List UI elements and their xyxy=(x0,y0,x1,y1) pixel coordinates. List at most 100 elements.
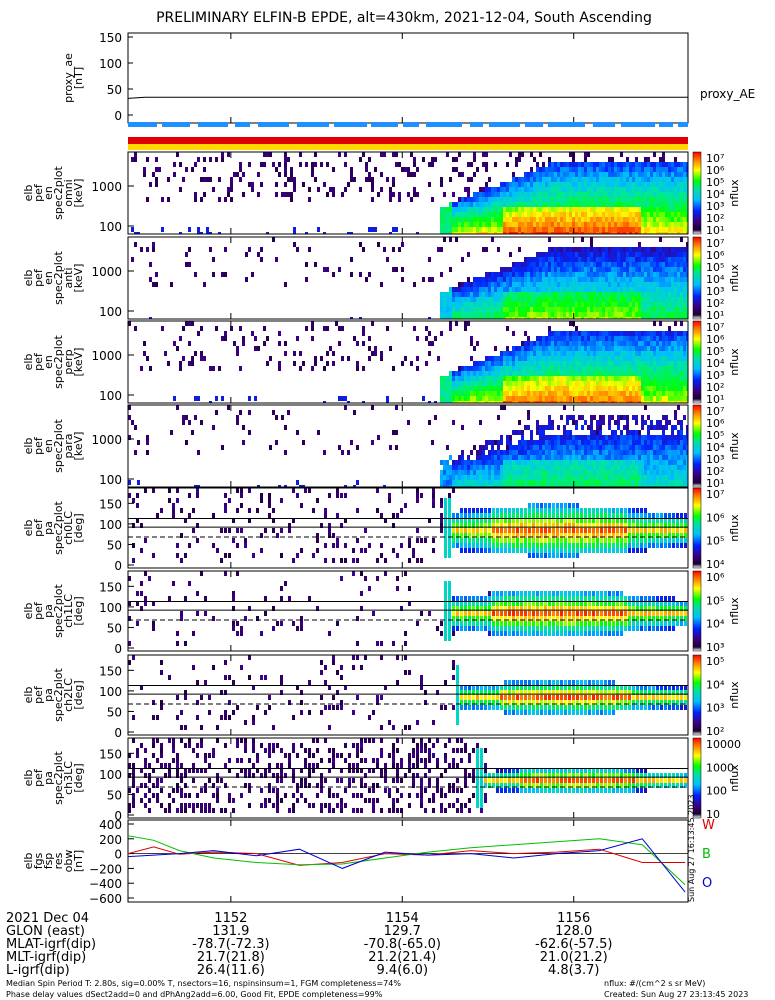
spectrogram-cell xyxy=(599,167,602,172)
spectrogram-cell xyxy=(476,371,479,376)
spectrogram-cell xyxy=(584,341,587,346)
spectrogram-cell xyxy=(554,232,557,234)
spectrogram-cell xyxy=(647,182,650,187)
spectrogram-cell xyxy=(482,470,485,475)
spectrogram-cell xyxy=(341,396,344,401)
spectrogram-cell xyxy=(449,376,452,381)
spectrogram-cell xyxy=(560,470,563,475)
spectrogram-cell xyxy=(500,361,503,366)
spectrogram-cell xyxy=(683,351,686,356)
spectrogram-cell xyxy=(539,401,542,403)
spectrogram-cell xyxy=(590,470,593,475)
spectrogram-cell xyxy=(392,227,395,232)
spectrogram-cell xyxy=(653,396,656,401)
spectrogram-cell xyxy=(638,450,641,455)
spectrogram-cell xyxy=(656,455,659,460)
spectrogram-cell xyxy=(656,162,659,167)
spectrogram-cell xyxy=(572,455,575,460)
spectrogram-cell xyxy=(494,386,497,391)
spectrogram-cell xyxy=(575,371,578,376)
spectrogram-cell xyxy=(518,386,521,391)
spectrogram-cell xyxy=(611,475,614,480)
spectrogram-cell xyxy=(590,420,593,425)
spectrogram-cell xyxy=(551,252,554,257)
spectrogram-cell xyxy=(449,470,452,475)
spectrogram-cell xyxy=(350,177,353,182)
spectrogram-cell xyxy=(491,401,494,403)
spectrogram-cell xyxy=(446,152,449,157)
spectrogram-cell xyxy=(452,312,455,317)
spectrogram-cell xyxy=(566,187,569,192)
spectrogram-cell xyxy=(602,272,605,277)
spectrogram-cell xyxy=(491,192,494,197)
spectrogram-cell xyxy=(566,172,569,177)
spectrogram-cell xyxy=(572,336,575,341)
spectrogram-cell xyxy=(626,361,629,366)
spectrogram-cell xyxy=(647,297,650,302)
spectrogram-cell xyxy=(485,485,488,487)
spectrogram-cell xyxy=(617,167,620,172)
spectrogram-cell xyxy=(518,217,521,222)
spectrogram-cell xyxy=(512,376,515,381)
spectrogram-cell xyxy=(485,222,488,227)
spectrogram-cell xyxy=(650,212,653,217)
spectrogram-cell xyxy=(464,217,467,222)
spectrogram-cell xyxy=(587,252,590,257)
spectrogram-cell xyxy=(449,217,452,222)
spectrogram-cell xyxy=(536,381,539,386)
colorbar-label: nflux xyxy=(728,179,741,207)
spectrogram-cell xyxy=(584,247,587,252)
spectrogram-cell xyxy=(464,227,467,232)
spectrogram-cell xyxy=(653,440,656,445)
spectrogram-cell xyxy=(131,257,134,262)
spectrogram-cell xyxy=(539,317,542,319)
spectrogram-cell xyxy=(671,351,674,356)
spectrogram-cell xyxy=(635,455,638,460)
spectrogram-cell xyxy=(662,430,665,435)
spectrogram-cell xyxy=(587,272,590,277)
spectrogram-cell xyxy=(587,197,590,202)
spectrogram-cell xyxy=(551,331,554,336)
spectrogram-cell xyxy=(617,420,620,425)
data-availability-segment xyxy=(659,122,673,127)
proxy-ae-ytick: 0 xyxy=(114,109,122,123)
spectrogram-cell xyxy=(470,396,473,401)
spectrogram-cell xyxy=(542,445,545,450)
spectrogram-cell xyxy=(590,277,593,282)
spectrogram-cell xyxy=(587,475,590,480)
y-axis-label-line: [keV] xyxy=(72,432,85,461)
spectrogram-cell xyxy=(347,182,350,187)
spectrogram-cell xyxy=(569,247,572,252)
spectrogram-cell xyxy=(593,356,596,361)
spectrogram-cell xyxy=(590,202,593,207)
spectrogram-cell xyxy=(617,277,620,282)
spectrogram-cell xyxy=(464,470,467,475)
spectrogram-cell xyxy=(491,317,494,319)
spectrogram-cell xyxy=(686,331,688,336)
spectrogram-cell xyxy=(680,202,683,207)
spectrogram-cell xyxy=(620,391,623,396)
spectrogram-cell xyxy=(449,307,452,312)
spectrogram-cell xyxy=(623,257,626,262)
spectrogram-cell xyxy=(458,227,461,232)
spectrogram-cell xyxy=(626,391,629,396)
spectrogram-cell xyxy=(545,302,548,307)
spectrogram-cell xyxy=(242,440,245,445)
spectrogram-cell xyxy=(341,326,344,331)
spectrogram-cell xyxy=(548,182,551,187)
spectrogram-cell xyxy=(590,247,593,252)
spectrogram-cell xyxy=(587,386,590,391)
spectrogram-cell xyxy=(647,277,650,282)
spectrogram-cell xyxy=(635,222,638,227)
spectrogram-cell xyxy=(575,307,578,312)
spectrogram-cell xyxy=(581,455,584,460)
spectrogram-cell xyxy=(536,297,539,302)
spectrogram-cell xyxy=(446,232,449,234)
spectrogram-cell xyxy=(614,341,617,346)
spectrogram-cell xyxy=(392,366,395,371)
spectrogram-cell xyxy=(545,475,548,480)
spectrogram-cell xyxy=(521,396,524,401)
spectrogram-cell xyxy=(551,366,554,371)
spectrogram-cell xyxy=(143,172,146,177)
spectrogram-cell xyxy=(602,386,605,391)
